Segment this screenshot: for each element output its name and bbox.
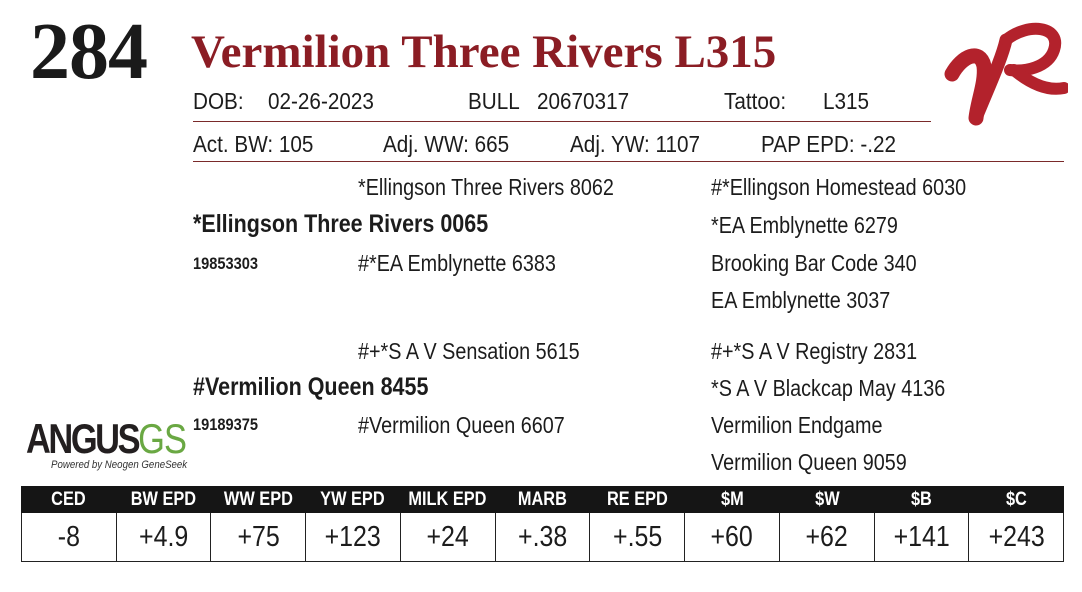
sire-dam: #*EA Emblynette 6383 [358, 250, 556, 276]
adjusted-yearling-weight: Adj. YW: 1107 [570, 131, 701, 157]
tattoo-label: Tattoo: [724, 88, 787, 114]
epd-value-c: +243 [968, 513, 1065, 561]
sire-sire: *Ellingson Three Rivers 8062 [358, 174, 614, 200]
epd-value-bw: +4.9 [115, 513, 211, 561]
epd-header-w: $W [814, 489, 840, 510]
epd-header-c: $C [1006, 489, 1027, 510]
epd-value-m: +60 [684, 513, 779, 561]
epd-header-bw: BW EPD [130, 489, 196, 510]
sire-sire-dam: *EA Emblynette 6279 [711, 212, 898, 238]
dam-name: #Vermilion Queen 8455 [193, 373, 429, 401]
dob-label: DOB: [193, 88, 244, 114]
divider-line [193, 161, 1064, 162]
vermilion-brand-logo [944, 22, 1068, 126]
epd-table: CED BW EPD WW EPD YW EPD MILK EPD MARB E… [21, 486, 1065, 562]
epd-value-b: +141 [873, 513, 969, 561]
powered-by-text: Powered by Neogen GeneSeek [51, 459, 188, 471]
tattoo-value: L315 [823, 88, 870, 114]
epd-value-ww: +75 [210, 513, 305, 561]
sire-sire-sire: #*Ellingson Homestead 6030 [711, 174, 967, 200]
animal-name: Vermilion Three Rivers L315 [191, 26, 777, 78]
epd-value-w: +62 [778, 513, 874, 561]
epd-header-m: $M [720, 489, 744, 510]
epd-value-ced: -8 [21, 513, 116, 561]
sire-dam-sire: Brooking Bar Code 340 [711, 250, 917, 276]
epd-header-marb: MARB EPD [517, 489, 567, 537]
epd-value-re: +.55 [589, 513, 684, 561]
epd-header-re: RE EPD [606, 489, 668, 510]
lot-number: 284 [30, 8, 148, 96]
registration-number: 20670317 [537, 88, 630, 114]
divider-line [193, 121, 931, 122]
dob-value: 02-26-2023 [268, 88, 374, 114]
pap-epd: PAP EPD: -.22 [761, 131, 896, 157]
epd-value-yw: +123 [305, 513, 400, 561]
epd-header-ww: WW EPD [223, 489, 293, 510]
epd-header-yw: YW EPD [320, 489, 386, 510]
dam-registration: 19189375 [193, 415, 259, 434]
epd-header-row: CED BW EPD WW EPD YW EPD MILK EPD MARB E… [21, 486, 1064, 537]
sex-label: BULL [468, 88, 520, 114]
sire-dam-dam: EA Emblynette 3037 [711, 287, 891, 313]
dam-dam: #Vermilion Queen 6607 [358, 412, 565, 438]
epd-header-milk: MILK EPD [408, 489, 487, 510]
dam-dam-sire: Vermilion Endgame [711, 412, 883, 438]
angus-gs-logo: ANGUSGS [26, 415, 187, 462]
actual-birth-weight: Act. BW: 105 [193, 131, 314, 157]
dam-sire-dam: *S A V Blackcap May 4136 [711, 375, 946, 401]
gs-wordmark: GS [138, 415, 187, 462]
sire-registration: 19853303 [193, 254, 259, 273]
epd-value-milk: +24 [399, 513, 495, 561]
sire-name: *Ellingson Three Rivers 0065 [193, 210, 489, 238]
dam-dam-dam: Vermilion Queen 9059 [711, 449, 907, 475]
dam-sire-sire: #+*S A V Registry 2831 [711, 338, 918, 364]
adjusted-weaning-weight: Adj. WW: 665 [383, 131, 510, 157]
angus-wordmark: ANGUS [26, 415, 141, 462]
epd-value-marb: +.38 [494, 513, 590, 561]
epd-value-row: -8 +4.9 +75 +123 +24 +.38 +.55 +60 +62 +… [21, 513, 1065, 562]
dam-sire: #+*S A V Sensation 5615 [358, 338, 580, 364]
epd-header-ced: CED [51, 489, 86, 510]
epd-header-b: $B [911, 489, 933, 510]
